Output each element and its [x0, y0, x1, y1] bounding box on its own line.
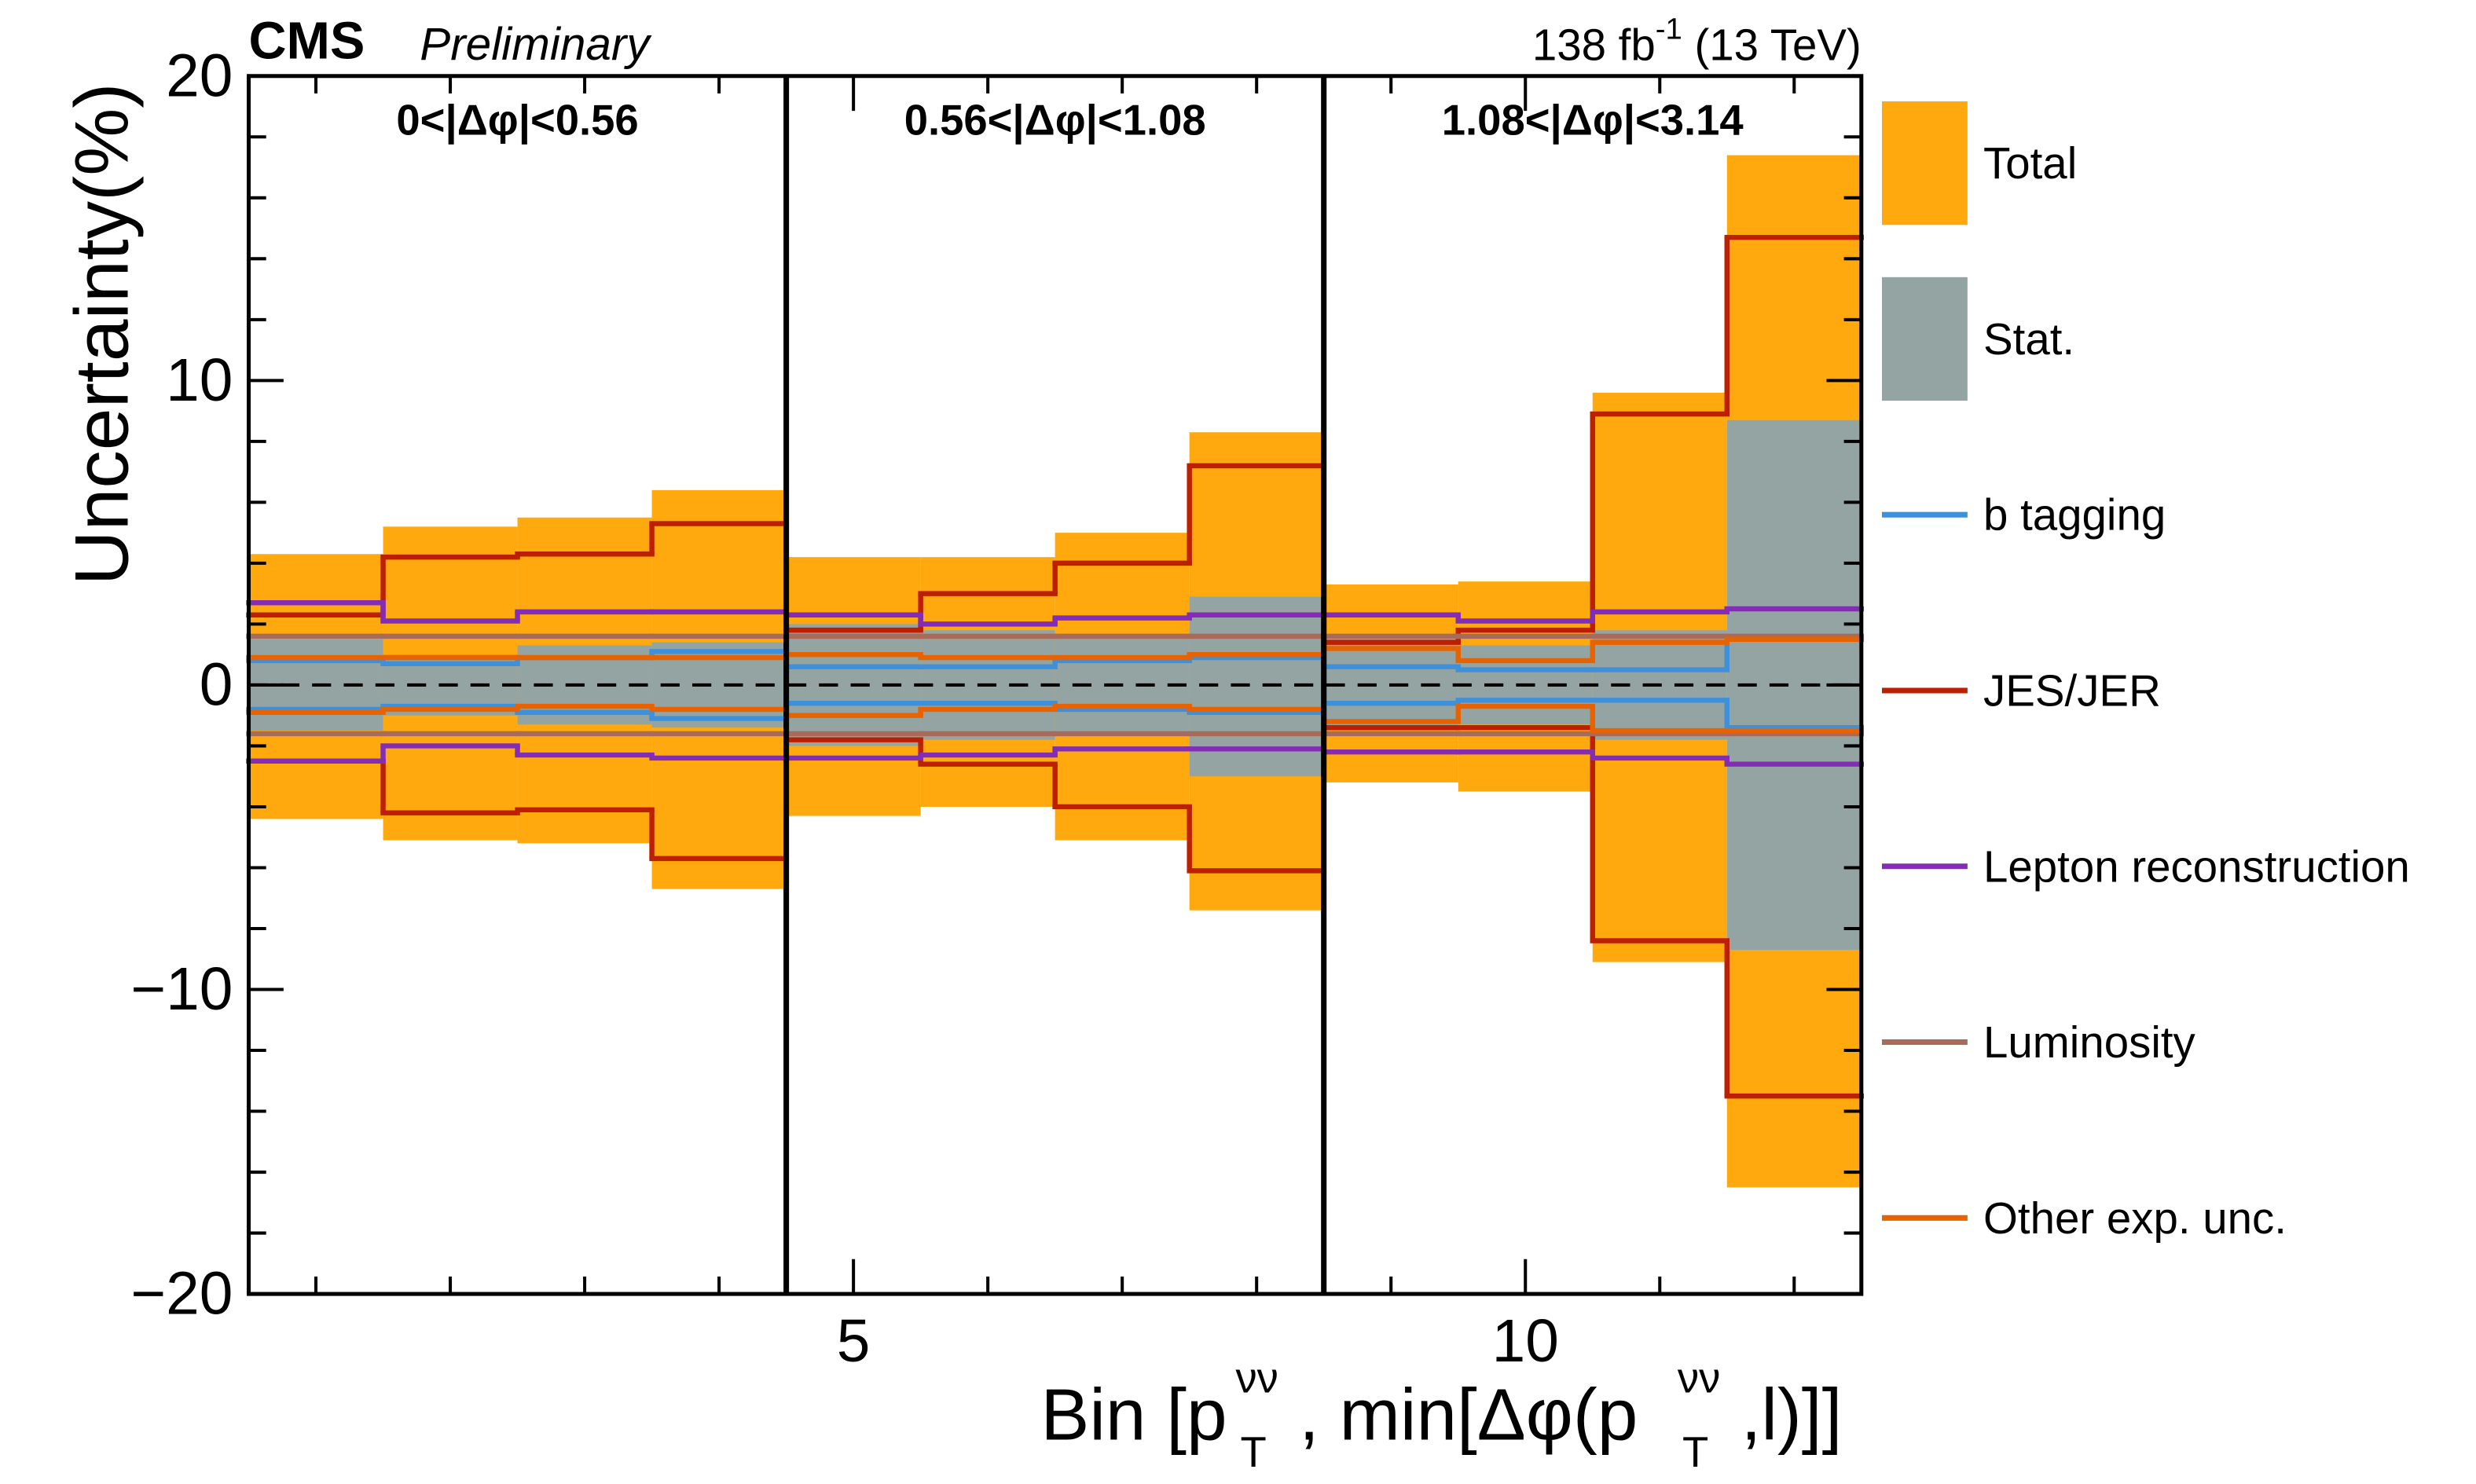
x-title-part: Bin [p [1041, 1373, 1227, 1455]
legend-swatch [1882, 101, 1968, 225]
y-tick-label: 20 [166, 42, 233, 109]
lumi: 138 fb-1 (13 TeV) [1532, 12, 1862, 69]
lumi-main: 138 fb [1532, 20, 1656, 69]
region-label: 0<|Δφ|<0.56 [396, 97, 638, 145]
x-title-sup: νν [1678, 1354, 1720, 1402]
y-tick-label: 10 [166, 347, 233, 414]
status: Preliminary [420, 19, 652, 70]
legend-label: JES/JER [1983, 665, 2161, 715]
x-tick-label: 10 [1492, 1308, 1559, 1375]
legend-label: Total [1983, 138, 2077, 188]
x-title-sub: T [1241, 1428, 1267, 1476]
y-axis-title: Uncertainty(%) [59, 82, 145, 585]
region-label: 1.08<|Δφ|<3.14 [1442, 97, 1744, 145]
experiment: CMS [249, 12, 365, 70]
x-tick-label: 5 [837, 1308, 871, 1375]
x-axis-title: Bin [p T νν , min[Δφ(p T νν ,l)]] [1041, 1354, 1843, 1476]
x-title-sup: νν [1235, 1354, 1278, 1402]
x-title-part: ,l)]] [1741, 1373, 1843, 1455]
region-label: 0.56<|Δφ|<1.08 [904, 97, 1206, 145]
legend-label: Lepton reconstruction [1983, 841, 2410, 891]
legend-label: Stat. [1983, 314, 2074, 364]
legend-label: Luminosity [1983, 1017, 2196, 1067]
lumi-tail: (13 TeV) [1682, 20, 1862, 69]
legend-swatch [1882, 277, 1968, 401]
lumi-sup: -1 [1656, 12, 1682, 46]
plot-area [246, 155, 1865, 1188]
y-tick-label: −10 [130, 956, 233, 1023]
x-title-part: , min[Δφ(p [1299, 1373, 1638, 1455]
x-title-sub: T [1682, 1428, 1708, 1476]
legend-label: Other exp. unc. [1983, 1193, 2287, 1243]
y-tick-label: −20 [130, 1261, 233, 1328]
y-tick-label: 0 [200, 651, 233, 718]
legend-label: b tagging [1983, 490, 2166, 540]
